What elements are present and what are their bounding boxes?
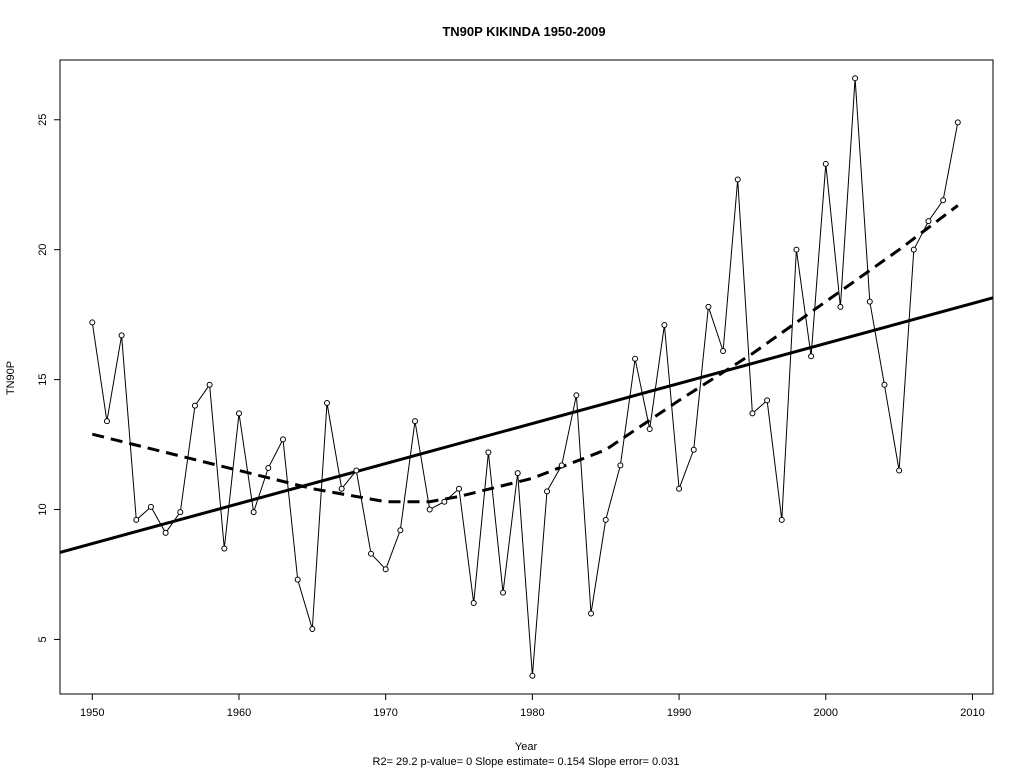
data-point	[412, 418, 419, 425]
data-point	[778, 516, 785, 523]
data-point	[265, 464, 272, 471]
y-tick-label: 15	[37, 373, 49, 385]
plot-area	[59, 75, 994, 679]
data-point	[940, 197, 947, 204]
x-axis: 1950 1960 1970 1980 1990 2000 2010	[80, 694, 985, 719]
data-point	[822, 160, 829, 167]
data-point	[602, 516, 609, 523]
data-point	[852, 75, 859, 82]
data-point	[323, 399, 330, 406]
data-point	[896, 467, 903, 474]
y-tick-label: 10	[37, 503, 49, 515]
data-point	[749, 410, 756, 417]
data-point	[353, 467, 360, 474]
data-point	[676, 485, 683, 492]
data-point	[808, 353, 815, 360]
data-point	[793, 246, 800, 253]
data-point	[661, 322, 668, 329]
data-point	[646, 425, 653, 432]
data-point	[470, 600, 477, 607]
y-tick-label: 5	[37, 636, 49, 642]
data-point	[441, 498, 448, 505]
data-point	[764, 397, 771, 404]
data-point	[147, 503, 154, 510]
data-point	[250, 509, 257, 516]
data-point	[734, 176, 741, 183]
data-point	[338, 485, 345, 492]
stats-footer: R2= 29.2 p-value= 0 Slope estimate= 0.15…	[373, 756, 680, 768]
y-axis: 5 10 15 20 25	[37, 114, 60, 642]
linear-trend-line	[59, 296, 994, 554]
x-axis-label: Year	[515, 741, 538, 753]
data-point	[133, 516, 140, 523]
data-point	[573, 392, 580, 399]
data-point	[514, 470, 521, 477]
data-point	[397, 527, 404, 534]
x-tick-label: 1950	[80, 707, 104, 719]
data-point	[529, 672, 536, 679]
plot-frame	[59, 59, 994, 695]
data-point	[632, 355, 639, 362]
x-tick-label: 1990	[667, 707, 691, 719]
data-point	[588, 610, 595, 617]
observed-series-line	[91, 78, 959, 676]
data-point	[426, 506, 433, 513]
data-point	[690, 446, 697, 453]
data-point	[294, 576, 301, 583]
data-point	[705, 303, 712, 310]
smoothed-trend-line	[91, 204, 959, 504]
data-point	[485, 449, 492, 456]
data-point	[89, 319, 96, 326]
data-point	[103, 418, 110, 425]
data-point	[221, 545, 228, 552]
data-point	[206, 381, 213, 388]
data-point	[925, 218, 932, 225]
data-point	[866, 298, 873, 305]
data-point	[309, 626, 316, 633]
data-point	[881, 381, 888, 388]
data-point	[617, 462, 624, 469]
data-point	[837, 303, 844, 310]
x-tick-label: 2000	[814, 707, 838, 719]
chart-title: TN90P KIKINDA 1950-2009	[442, 24, 605, 39]
data-point	[456, 485, 463, 492]
data-point	[368, 550, 374, 557]
y-axis-label: TN90P	[5, 361, 17, 395]
data-point	[558, 462, 565, 469]
data-point	[544, 488, 551, 495]
x-tick-label: 2010	[960, 707, 984, 719]
data-point	[382, 566, 389, 573]
data-point	[162, 529, 169, 536]
x-tick-label: 1960	[227, 707, 251, 719]
data-point	[235, 410, 242, 417]
data-point	[500, 589, 507, 596]
x-tick-label: 1970	[373, 707, 397, 719]
data-point	[720, 348, 727, 355]
data-point	[118, 332, 125, 339]
x-tick-label: 1980	[520, 707, 544, 719]
data-point	[191, 402, 198, 409]
data-point	[954, 119, 961, 126]
y-tick-label: 20	[37, 244, 49, 256]
data-point	[279, 436, 286, 443]
data-point	[177, 509, 184, 516]
y-tick-label: 25	[37, 114, 49, 126]
data-point	[910, 246, 917, 253]
